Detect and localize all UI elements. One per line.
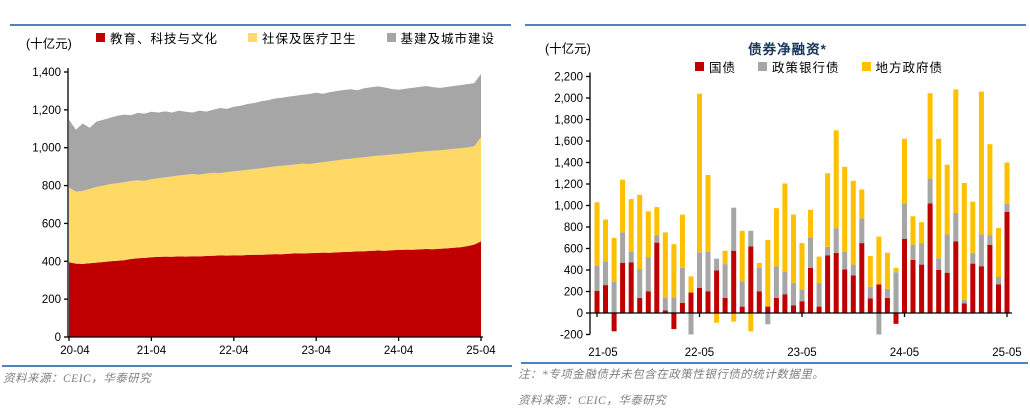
left-bottom-rule — [2, 365, 512, 367]
svg-text:23-05: 23-05 — [787, 347, 816, 359]
red-swatch-icon — [96, 33, 105, 42]
bars-地方政府债 — [594, 89, 1010, 332]
right-bottom-rule — [521, 362, 1028, 364]
bars-国债 — [594, 203, 1010, 332]
svg-text:24-04: 24-04 — [384, 345, 414, 357]
right-unit-label: (十亿元) — [545, 42, 591, 56]
svg-text:1,000: 1,000 — [554, 201, 583, 213]
svg-text:22-05: 22-05 — [685, 347, 714, 359]
svg-text:20-04: 20-04 — [60, 345, 90, 357]
right-legend: 国债 政策银行债 地方政府债 — [695, 57, 943, 76]
legend-item: 国债 — [695, 57, 736, 76]
svg-text:1,600: 1,600 — [554, 136, 583, 148]
svg-text:0: 0 — [55, 332, 61, 344]
bar-series-group — [594, 89, 1010, 335]
legend-item: 社保及医疗卫生 — [248, 28, 357, 47]
area-series-group — [69, 73, 481, 337]
gray-swatch-icon — [758, 62, 768, 71]
red-swatch-icon — [695, 62, 704, 71]
svg-text:1,000: 1,000 — [32, 143, 61, 155]
legend-label: 地方政府债 — [875, 61, 944, 75]
svg-text:400: 400 — [564, 265, 583, 277]
svg-text:1,800: 1,800 — [554, 115, 583, 127]
svg-text:200: 200 — [564, 287, 583, 299]
right-axes — [586, 72, 1012, 336]
svg-text:600: 600 — [42, 218, 61, 230]
svg-text:21-05: 21-05 — [588, 347, 617, 359]
left-axes — [64, 68, 483, 341]
svg-text:0: 0 — [577, 308, 583, 320]
legend-label: 政策银行债 — [772, 61, 840, 75]
svg-text:2,200: 2,200 — [554, 72, 583, 84]
area-教育、科技与文化 — [69, 241, 481, 337]
svg-text:21-04: 21-04 — [137, 345, 167, 357]
left-legend: 教育、科技与文化 社保及医疗卫生 基建及城市建设 — [96, 28, 495, 47]
area-社保及医疗卫生 — [69, 137, 481, 264]
legend-item: 教育、科技与文化 — [96, 28, 218, 47]
svg-text:25-05: 25-05 — [992, 347, 1021, 359]
stacked-bar-chart-svg: -200 0 200 400 600 800 1,000 1,200 1,400 1,600 1,8… — [554, 72, 1021, 360]
stacked-area-chart-svg: 0 200 400 600 800 1,000 1,200 1,400 20-04 21-04 22… — [32, 67, 496, 357]
svg-text:24-05: 24-05 — [890, 347, 919, 359]
legend-item: 政策银行债 — [758, 57, 840, 76]
footnote: 注：*专项金融债并未包含在政策性银行债的统计数据里。 — [518, 369, 825, 381]
legend-label: 社保及医疗卫生 — [262, 32, 357, 46]
right-source-note: 资料来源：CEIC，华泰研究 — [518, 395, 667, 407]
left-source-note: 资料来源：CEIC，华泰研究 — [3, 373, 152, 385]
bars-政策银行债 — [594, 178, 1010, 335]
svg-text:800: 800 — [42, 181, 61, 193]
svg-text:1,200: 1,200 — [32, 105, 61, 117]
svg-text:600: 600 — [564, 244, 583, 256]
left-unit-label: (十亿元) — [26, 37, 72, 51]
yellow-swatch-icon — [861, 62, 871, 71]
yellow-swatch-icon — [248, 33, 258, 42]
svg-text:1,400: 1,400 — [554, 158, 583, 170]
left-figure-panel: (十亿元) 教育、科技与文化 社保及医疗卫生 基建及城市建设 0 200 400 60… — [0, 0, 515, 403]
legend-label: 教育、科技与文化 — [110, 32, 219, 46]
svg-text:-200: -200 — [560, 330, 583, 342]
right-figure-panel: (十亿元) 债券净融资* 国债 政策银行债 地方政府债 -200 0 200 400 6… — [515, 0, 1030, 407]
legend-label: 基建及城市建设 — [400, 32, 496, 46]
legend-item: 地方政府债 — [861, 57, 944, 76]
area-基建及城市建设 — [69, 73, 481, 192]
svg-text:200: 200 — [42, 294, 61, 306]
svg-text:2,000: 2,000 — [554, 93, 583, 105]
svg-text:800: 800 — [564, 222, 583, 234]
svg-text:400: 400 — [42, 256, 61, 268]
svg-text:1,400: 1,400 — [32, 67, 61, 79]
svg-text:22-04: 22-04 — [219, 345, 249, 357]
svg-text:25-04: 25-04 — [466, 345, 496, 357]
legend-item: 基建及城市建设 — [386, 28, 496, 47]
svg-text:23-04: 23-04 — [301, 345, 331, 357]
svg-text:1,200: 1,200 — [554, 179, 583, 191]
legend-label: 国债 — [709, 61, 737, 75]
right-top-rule — [525, 24, 1026, 26]
left-top-rule — [10, 24, 511, 26]
gray-swatch-icon — [386, 33, 396, 42]
chart-title: 债券净融资* — [748, 42, 827, 57]
